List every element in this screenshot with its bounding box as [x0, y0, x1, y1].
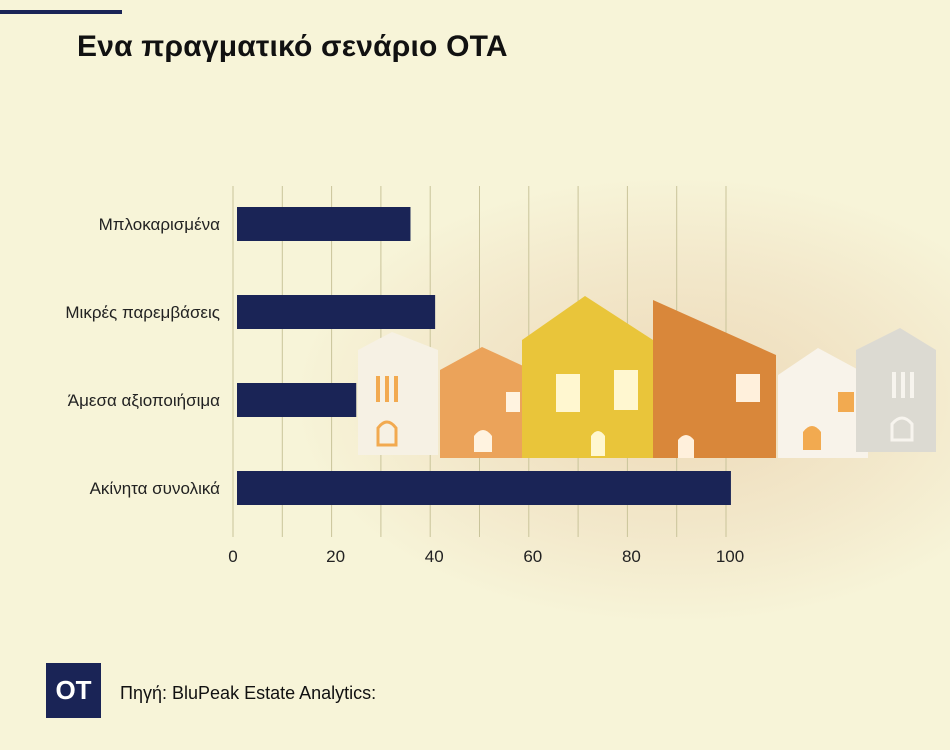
- x-tick-label: 100: [716, 547, 744, 566]
- bar: [237, 295, 436, 329]
- bar: [237, 207, 411, 241]
- x-tick-label: 20: [326, 547, 345, 566]
- houses-image: [358, 296, 936, 458]
- ot-logo: OT: [46, 663, 101, 718]
- bar: [237, 383, 357, 417]
- x-tick-label: 0: [228, 547, 237, 566]
- accent-line: [0, 10, 122, 14]
- category-label: Μπλοκαρισμένα: [99, 215, 221, 234]
- category-label: Άμεσα αξιοποιήσιμα: [68, 391, 220, 410]
- category-label: Μικρές παρεμβάσεις: [65, 303, 220, 322]
- bar: [237, 471, 731, 505]
- x-tick-label: 40: [425, 547, 444, 566]
- page-title: Ενα πραγματικό σενάριο ΟΤΑ: [77, 30, 508, 63]
- x-tick-label: 80: [622, 547, 641, 566]
- category-label: Ακίνητα συνολικά: [90, 479, 221, 498]
- source-text: Πηγή: BluPeak Estate Analytics:: [120, 683, 377, 703]
- x-tick-label: 60: [523, 547, 542, 566]
